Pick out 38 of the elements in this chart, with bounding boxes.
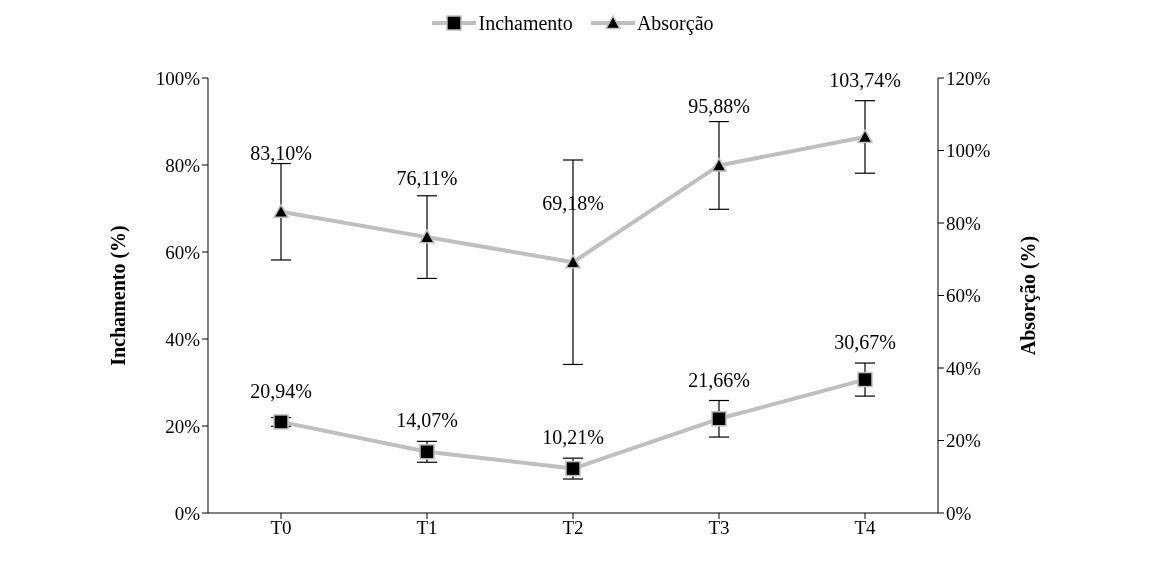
point — [419, 229, 435, 244]
x-tick-label: T4 — [854, 517, 877, 539]
legend-label: Absorção — [636, 11, 714, 35]
data-label: 21,66% — [688, 368, 750, 391]
y-tick-label: 0% — [174, 502, 201, 524]
point — [857, 129, 873, 144]
data-label: 20,94% — [250, 379, 312, 402]
x-tick-label: T2 — [562, 517, 584, 539]
y2-tick-label: 40% — [946, 357, 981, 379]
data-label: 95,88% — [688, 95, 750, 118]
x-tick-label: T1 — [416, 517, 438, 539]
y-tick-label: 40% — [165, 328, 201, 350]
point — [273, 204, 289, 219]
y-axis-title: Inchamento (%) — [107, 225, 131, 366]
legend-label: Inchamento — [478, 11, 573, 35]
y2-tick-label: 100% — [946, 140, 991, 162]
point — [565, 254, 581, 269]
y-tick-label: 100% — [155, 67, 201, 89]
y2-tick-label: 60% — [946, 285, 981, 307]
data-label: 76,11% — [396, 167, 458, 190]
point — [711, 411, 727, 427]
y-tick-label: 80% — [165, 154, 201, 176]
data-label: 14,07% — [396, 409, 458, 432]
y2-tick-label: 20% — [946, 430, 981, 452]
data-label: 10,21% — [542, 426, 604, 449]
x-tick-label: T3 — [708, 517, 730, 539]
y2-tick-label: 80% — [946, 212, 981, 234]
y-tick-label: 60% — [165, 241, 201, 263]
data-label: 30,67% — [834, 331, 896, 354]
x-tick-label: T0 — [270, 517, 292, 539]
y-tick-label: 20% — [165, 415, 201, 437]
data-label: 103,74% — [829, 68, 901, 91]
y2-tick-label: 0% — [946, 502, 972, 524]
point — [857, 371, 873, 388]
y2-tick-label: 120% — [946, 67, 991, 89]
y2-axis-title: Absorção (%) — [1017, 235, 1041, 356]
point — [711, 157, 727, 172]
data-label: 83,10% — [250, 141, 312, 164]
